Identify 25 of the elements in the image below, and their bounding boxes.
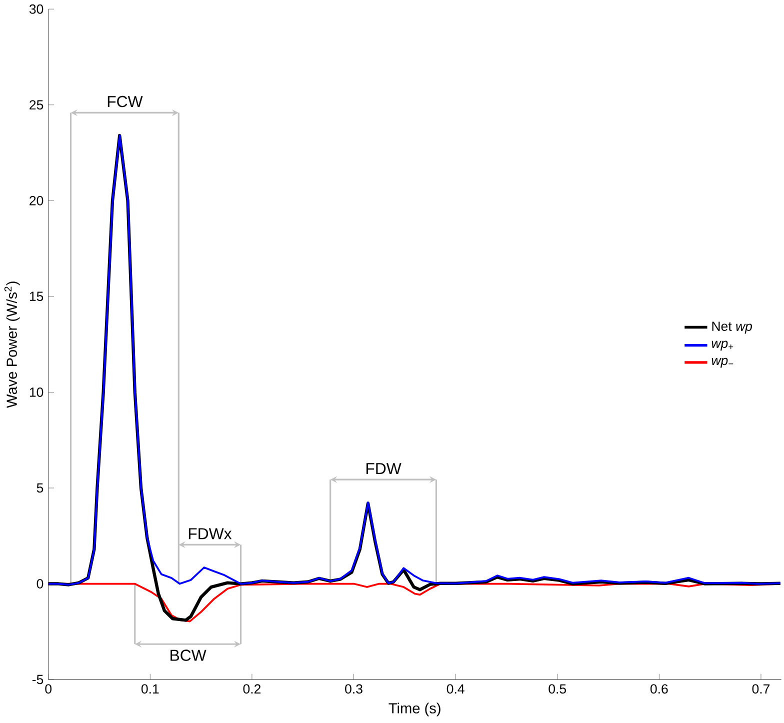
x-tick-label: 0.3 bbox=[345, 684, 362, 694]
legend-label: wp$_{+}$ bbox=[712, 340, 734, 350]
y-tick-label: 20 bbox=[30, 196, 44, 206]
y-axis-title: Wave Power (W/s$^{2}$) bbox=[4, 281, 20, 408]
x-tick-label: 0.6 bbox=[650, 684, 668, 694]
x-tick-label: 0 bbox=[45, 684, 52, 694]
legend-label: wp$_{−}$ bbox=[712, 358, 734, 368]
y-tick-label: 25 bbox=[30, 100, 44, 110]
x-axis-title: Time (s) bbox=[388, 702, 440, 716]
legend-label: Net wp bbox=[712, 321, 752, 334]
annotation: FCW bbox=[108, 96, 143, 107]
y-tick-label: 0 bbox=[36, 578, 44, 588]
x-tick-label: 0.5 bbox=[548, 684, 566, 694]
y-tick-label: 10 bbox=[30, 387, 44, 397]
annotation: FDW bbox=[366, 462, 402, 474]
x-tick-label: 0.7 bbox=[752, 684, 770, 694]
annotation: BCW bbox=[170, 649, 206, 661]
x-tick-label: 0.1 bbox=[141, 684, 159, 694]
x-tick-label: 0.4 bbox=[446, 684, 464, 694]
y-tick-label: 30 bbox=[29, 4, 44, 14]
annotation: FDWx bbox=[188, 528, 232, 539]
y-tick-label: 5 bbox=[36, 483, 44, 492]
y-tick-label: 15 bbox=[30, 292, 44, 301]
x-tick-label: 0.2 bbox=[243, 684, 261, 694]
y-tick-label: -5 bbox=[32, 674, 44, 684]
